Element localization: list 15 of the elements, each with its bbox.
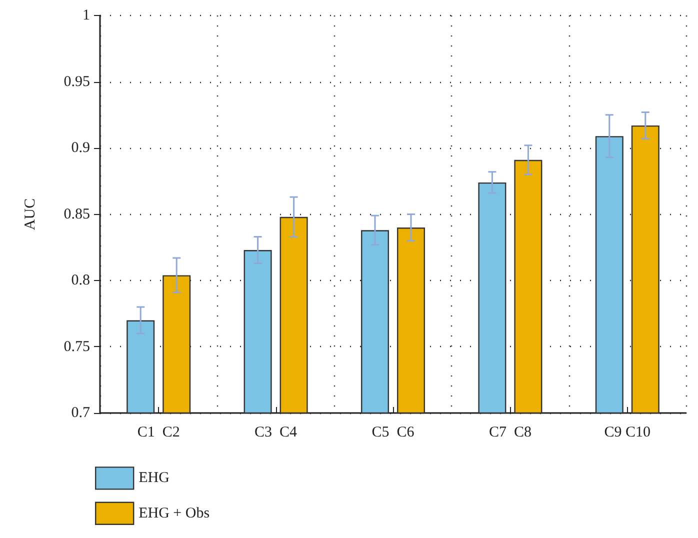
x-tick-label: C3 C4 <box>254 424 298 440</box>
legend-label: EHG + Obs <box>138 505 210 522</box>
legend-label: EHG <box>138 470 170 486</box>
y-axis-title: AUC <box>22 198 38 230</box>
y-tick-label: 0.75 <box>64 338 90 355</box>
y-tick-label: 0.9 <box>71 140 90 156</box>
x-tick-label: C9 C10 <box>604 424 651 440</box>
y-tick-label: 0.95 <box>64 74 90 90</box>
y-tick-label: 0.7 <box>71 405 90 421</box>
y-tick-label: 1 <box>82 8 90 24</box>
x-tick-label: C5 C6 <box>372 424 415 440</box>
y-tick-label: 0.85 <box>64 206 90 222</box>
x-tick-label: C1 C2 <box>137 424 180 440</box>
x-tick-label: C7 C8 <box>488 424 532 440</box>
y-tick-label: 0.8 <box>71 272 90 288</box>
